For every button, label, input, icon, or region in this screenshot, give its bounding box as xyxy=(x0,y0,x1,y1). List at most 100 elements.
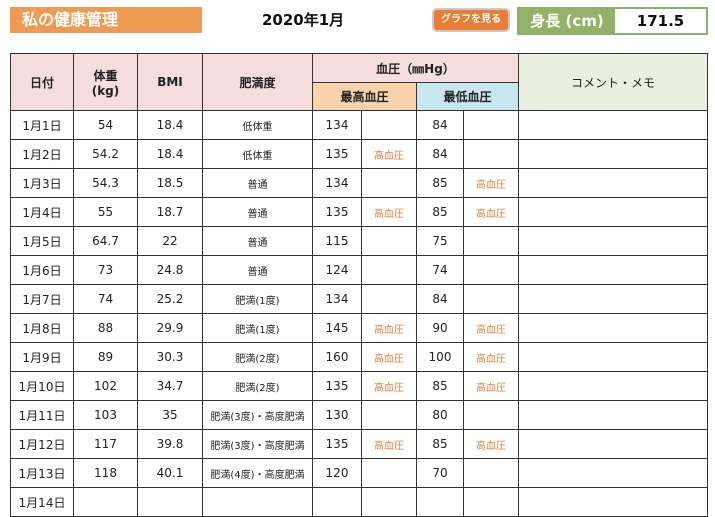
bp-high-flag-cell[interactable]: 高血圧 xyxy=(361,371,417,401)
bp-low-flag-cell[interactable] xyxy=(463,487,519,517)
bp-high-cell[interactable]: 115 xyxy=(312,226,362,256)
bp-high-cell[interactable]: 124 xyxy=(312,255,362,285)
memo-cell[interactable] xyxy=(518,313,708,343)
obesity-cell[interactable]: 低体重 xyxy=(202,110,313,140)
bp-low-flag-cell[interactable] xyxy=(463,110,519,140)
memo-cell[interactable] xyxy=(518,429,708,459)
bp-high-flag-cell[interactable]: 高血圧 xyxy=(361,429,417,459)
bp-low-flag-cell[interactable] xyxy=(463,458,519,488)
bp-high-flag-cell[interactable] xyxy=(361,168,417,198)
bp-low-flag-cell[interactable]: 高血圧 xyxy=(463,342,519,372)
weight-cell[interactable]: 102 xyxy=(73,371,138,401)
bmi-cell[interactable]: 34.7 xyxy=(137,371,203,401)
bp-high-flag-cell[interactable] xyxy=(361,110,417,140)
view-graph-button[interactable]: グラフを見る xyxy=(432,8,510,32)
weight-cell[interactable]: 103 xyxy=(73,400,138,430)
bp-low-cell[interactable]: 90 xyxy=(416,313,464,343)
bp-high-flag-cell[interactable]: 高血圧 xyxy=(361,313,417,343)
date-cell[interactable]: 1月8日 xyxy=(10,313,74,343)
date-cell[interactable]: 1月7日 xyxy=(10,284,74,314)
date-cell[interactable]: 1月14日 xyxy=(10,487,74,517)
bp-high-cell[interactable]: 134 xyxy=(312,284,362,314)
obesity-cell[interactable]: 普通 xyxy=(202,168,313,198)
bp-high-flag-cell[interactable] xyxy=(361,226,417,256)
bp-low-cell[interactable] xyxy=(416,487,464,517)
date-cell[interactable]: 1月3日 xyxy=(10,168,74,198)
date-cell[interactable]: 1月2日 xyxy=(10,139,74,169)
bmi-cell[interactable]: 25.2 xyxy=(137,284,203,314)
bp-high-flag-cell[interactable] xyxy=(361,487,417,517)
weight-cell[interactable] xyxy=(73,487,138,517)
bp-high-cell[interactable]: 134 xyxy=(312,110,362,140)
bp-low-flag-cell[interactable]: 高血圧 xyxy=(463,197,519,227)
date-cell[interactable]: 1月5日 xyxy=(10,226,74,256)
bmi-cell[interactable]: 18.5 xyxy=(137,168,203,198)
bp-high-cell[interactable]: 160 xyxy=(312,342,362,372)
memo-cell[interactable] xyxy=(518,458,708,488)
bp-high-cell[interactable]: 135 xyxy=(312,139,362,169)
bp-low-flag-cell[interactable]: 高血圧 xyxy=(463,168,519,198)
bp-low-flag-cell[interactable]: 高血圧 xyxy=(463,429,519,459)
bmi-cell[interactable]: 35 xyxy=(137,400,203,430)
memo-cell[interactable] xyxy=(518,226,708,256)
bp-low-flag-cell[interactable] xyxy=(463,400,519,430)
obesity-cell[interactable]: 肥満(2度) xyxy=(202,371,313,401)
weight-cell[interactable]: 118 xyxy=(73,458,138,488)
bp-high-cell[interactable] xyxy=(312,487,362,517)
obesity-cell[interactable]: 肥満(3度)・高度肥満 xyxy=(202,400,313,430)
memo-cell[interactable] xyxy=(518,139,708,169)
weight-cell[interactable]: 54.3 xyxy=(73,168,138,198)
bp-low-flag-cell[interactable] xyxy=(463,284,519,314)
bp-high-flag-cell[interactable] xyxy=(361,255,417,285)
memo-cell[interactable] xyxy=(518,197,708,227)
bp-low-cell[interactable]: 85 xyxy=(416,429,464,459)
obesity-cell[interactable]: 肥満(1度) xyxy=(202,284,313,314)
weight-cell[interactable]: 55 xyxy=(73,197,138,227)
obesity-cell[interactable]: 低体重 xyxy=(202,139,313,169)
bp-high-cell[interactable]: 145 xyxy=(312,313,362,343)
bp-high-cell[interactable]: 130 xyxy=(312,400,362,430)
bp-high-cell[interactable]: 134 xyxy=(312,168,362,198)
bp-low-cell[interactable]: 74 xyxy=(416,255,464,285)
bp-low-flag-cell[interactable] xyxy=(463,226,519,256)
obesity-cell[interactable] xyxy=(202,487,313,517)
weight-cell[interactable]: 54 xyxy=(73,110,138,140)
bp-high-flag-cell[interactable]: 高血圧 xyxy=(361,197,417,227)
bmi-cell[interactable]: 30.3 xyxy=(137,342,203,372)
bmi-cell[interactable]: 39.8 xyxy=(137,429,203,459)
memo-cell[interactable] xyxy=(518,168,708,198)
weight-cell[interactable]: 54.2 xyxy=(73,139,138,169)
obesity-cell[interactable]: 肥満(2度) xyxy=(202,342,313,372)
bp-high-flag-cell[interactable] xyxy=(361,458,417,488)
bp-low-cell[interactable]: 84 xyxy=(416,139,464,169)
bp-low-flag-cell[interactable] xyxy=(463,255,519,285)
obesity-cell[interactable]: 普通 xyxy=(202,226,313,256)
obesity-cell[interactable]: 肥満(4度)・高度肥満 xyxy=(202,458,313,488)
bmi-cell[interactable]: 18.7 xyxy=(137,197,203,227)
date-cell[interactable]: 1月9日 xyxy=(10,342,74,372)
bp-high-cell[interactable]: 135 xyxy=(312,429,362,459)
memo-cell[interactable] xyxy=(518,284,708,314)
bmi-cell[interactable] xyxy=(137,487,203,517)
obesity-cell[interactable]: 普通 xyxy=(202,197,313,227)
date-cell[interactable]: 1月13日 xyxy=(10,458,74,488)
bp-low-cell[interactable]: 80 xyxy=(416,400,464,430)
memo-cell[interactable] xyxy=(518,110,708,140)
bmi-cell[interactable]: 18.4 xyxy=(137,139,203,169)
bp-high-flag-cell[interactable]: 高血圧 xyxy=(361,139,417,169)
bp-high-flag-cell[interactable] xyxy=(361,400,417,430)
bp-low-cell[interactable]: 75 xyxy=(416,226,464,256)
bp-high-cell[interactable]: 135 xyxy=(312,197,362,227)
bp-low-cell[interactable]: 85 xyxy=(416,371,464,401)
bp-low-cell[interactable]: 84 xyxy=(416,284,464,314)
bp-low-flag-cell[interactable]: 高血圧 xyxy=(463,371,519,401)
date-cell[interactable]: 1月12日 xyxy=(10,429,74,459)
bmi-cell[interactable]: 18.4 xyxy=(137,110,203,140)
bp-high-cell[interactable]: 120 xyxy=(312,458,362,488)
date-cell[interactable]: 1月4日 xyxy=(10,197,74,227)
bmi-cell[interactable]: 40.1 xyxy=(137,458,203,488)
weight-cell[interactable]: 73 xyxy=(73,255,138,285)
memo-cell[interactable] xyxy=(518,487,708,517)
weight-cell[interactable]: 89 xyxy=(73,342,138,372)
weight-cell[interactable]: 64.7 xyxy=(73,226,138,256)
